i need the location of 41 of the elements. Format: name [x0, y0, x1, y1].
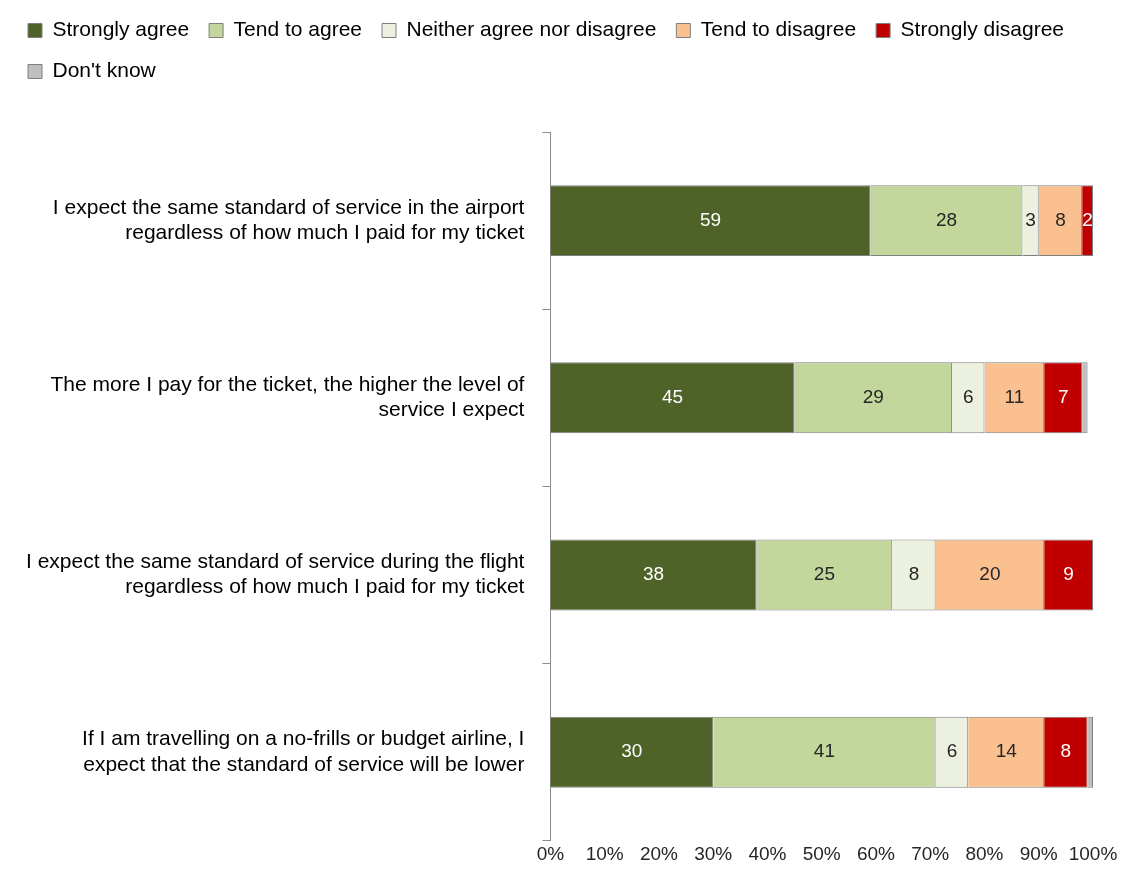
data-label: 9: [1063, 563, 1074, 585]
data-label: 45: [661, 386, 684, 408]
x-tick-label: 70%: [911, 843, 950, 865]
data-label: 6: [962, 386, 974, 408]
x-tick-label: 40%: [748, 843, 787, 865]
data-label: 28: [935, 208, 958, 230]
x-tick-label: 30%: [694, 843, 733, 865]
data-label: 30: [621, 740, 643, 762]
data-label: 41: [813, 740, 835, 762]
y-tick-label: I expect the same standard of service during the flight regardless of how much I paid for my ticket: [25, 549, 525, 598]
data-label: 25: [813, 563, 835, 585]
x-tick-label: 50%: [802, 843, 841, 865]
x-tick-label: 0%: [536, 843, 565, 865]
data-label: 3: [1025, 208, 1036, 230]
x-tick-label: 80%: [965, 843, 1004, 865]
y-tick-label: If I am travelling on a no-frills or budget airline, I expect that the standard of service will be lower: [82, 726, 525, 775]
data-label: 11: [1004, 386, 1025, 408]
data-label: 14: [995, 740, 1018, 762]
data-label: 29: [862, 386, 884, 408]
x-tick-label: 10%: [585, 843, 624, 865]
legend-label: Strongly agree: [52, 17, 190, 41]
x-tick-label: 60%: [856, 843, 896, 865]
data-label: 7: [1057, 386, 1069, 408]
data-label: 8: [1055, 208, 1066, 230]
data-label: 6: [946, 740, 958, 762]
x-tick-label: 100%: [1068, 843, 1118, 865]
y-tick-label: The more I pay for the ticket, the higher the level of service I expect: [50, 372, 525, 421]
y-tick-label: I expect the same standard of service in the airport regardless of how much I paid for my ticket: [52, 194, 525, 243]
legend-label: Don't know: [52, 58, 157, 82]
legend-label: Neither agree nor disagree: [406, 17, 657, 41]
data-label: 8: [908, 563, 920, 585]
legend-label: Strongly disagree: [900, 17, 1065, 41]
data-label: 2: [1082, 208, 1093, 230]
data-label: 8: [1060, 740, 1072, 762]
data-label: 20: [979, 563, 1001, 585]
x-tick-label: 90%: [1019, 843, 1058, 865]
data-label: 38: [642, 563, 665, 585]
x-tick-label: 20%: [639, 843, 679, 865]
legend-label: Tend to agree: [233, 17, 363, 41]
data-label: 59: [699, 208, 722, 230]
legend-label: Tend to disagree: [700, 17, 857, 41]
